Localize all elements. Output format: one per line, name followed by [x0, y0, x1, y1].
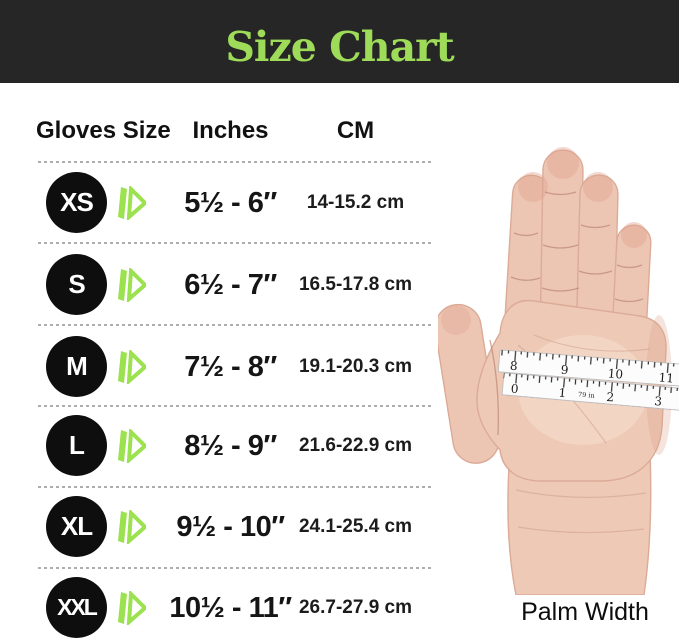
size-badge-label: M	[66, 351, 88, 381]
inches-value: 10½ - 11″	[169, 592, 292, 624]
page-title: Size Chart	[225, 22, 454, 71]
size-badge: S	[46, 254, 107, 315]
skin-creases	[489, 191, 644, 436]
svg-text:79 in: 79 in	[578, 390, 595, 399]
palm-shadow	[646, 315, 672, 455]
svg-text:8: 8	[509, 359, 518, 374]
svg-text:9: 9	[560, 363, 569, 378]
row-divider	[38, 242, 433, 244]
inches-value: 9½ - 10″	[176, 511, 285, 543]
cm-value: 26.7-27.9 cm	[298, 597, 413, 618]
hand-illustration: 8 9 10 11 0 1 2 3 79 in	[438, 147, 679, 595]
svg-text:10: 10	[607, 366, 623, 381]
table-row-m: M 7½ - 8″ 19.1-20.3 cm	[0, 327, 435, 407]
row-divider	[38, 324, 433, 326]
size-badge: L	[46, 415, 107, 476]
cm-value: 19.1-20.3 cm	[298, 356, 413, 377]
arrow-icon	[118, 510, 146, 544]
size-badge-label: XXL	[57, 594, 98, 620]
row-divider	[38, 161, 433, 163]
size-badge-label: L	[69, 430, 85, 460]
hand-photo: 8 9 10 11 0 1 2 3 79 in	[438, 135, 679, 595]
arrow-icon	[118, 350, 146, 384]
svg-text:11: 11	[658, 370, 674, 385]
measuring-tape-upper: 8 9 10 11	[497, 349, 679, 389]
arrow-icon	[118, 429, 146, 463]
cm-value: 21.6-22.9 cm	[298, 435, 413, 456]
cm-value: 14-15.2 cm	[306, 192, 405, 213]
header-bar: Size Chart	[0, 0, 679, 83]
table-row-xs: XS 5½ - 6″ 14-15.2 cm	[0, 163, 435, 243]
svg-text:1: 1	[558, 386, 567, 401]
cm-value: 24.1-25.4 cm	[298, 516, 413, 537]
wrist	[507, 450, 652, 595]
table-row-xxl: XXL 10½ - 11″ 26.7-27.9 cm	[0, 568, 435, 641]
size-badge: M	[46, 336, 107, 397]
inches-value: 7½ - 8″	[184, 351, 277, 383]
arrow-icon	[118, 186, 146, 220]
arrow-icon	[118, 268, 146, 302]
column-header-cm: CM	[336, 117, 375, 144]
svg-text:2: 2	[606, 390, 615, 405]
size-badge: XS	[46, 172, 107, 233]
arrow-icon	[118, 591, 146, 625]
column-header-gloves-size: Gloves Size	[36, 117, 171, 144]
size-badge-label: XL	[60, 511, 93, 541]
measuring-tape-lower: 0 1 2 3 79 in	[501, 372, 679, 414]
inches-value: 8½ - 9″	[184, 430, 277, 462]
svg-text:3: 3	[654, 394, 663, 409]
cm-value: 16.5-17.8 cm	[298, 274, 413, 295]
row-divider	[38, 486, 433, 488]
inches-value: 5½ - 6″	[184, 187, 277, 219]
size-badge-label: XS	[60, 187, 94, 217]
svg-text:0: 0	[510, 382, 519, 397]
palm-width-caption: Palm Width	[521, 598, 649, 626]
table-row-xl: XL 9½ - 10″ 24.1-25.4 cm	[0, 487, 435, 567]
size-badge: XL	[46, 496, 107, 557]
size-badge: XXL	[46, 577, 107, 638]
table-row-s: S 6½ - 7″ 16.5-17.8 cm	[0, 245, 435, 325]
table-row-l: L 8½ - 9″ 21.6-22.9 cm	[0, 406, 435, 486]
row-divider	[38, 405, 433, 407]
row-divider	[38, 567, 433, 569]
size-badge-label: S	[68, 269, 85, 299]
inches-value: 6½ - 7″	[184, 269, 277, 301]
column-header-inches: Inches	[192, 117, 269, 144]
